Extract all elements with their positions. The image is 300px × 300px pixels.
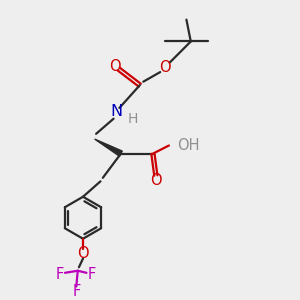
Polygon shape [94,139,122,156]
Text: O: O [150,173,162,188]
Text: F: F [88,267,96,282]
Text: F: F [72,284,80,299]
Text: F: F [56,267,64,282]
Text: O: O [77,246,89,261]
Text: O: O [109,59,120,74]
Text: OH: OH [177,138,199,153]
Text: N: N [110,104,123,119]
Text: O: O [159,60,170,75]
Text: H: H [127,112,138,126]
